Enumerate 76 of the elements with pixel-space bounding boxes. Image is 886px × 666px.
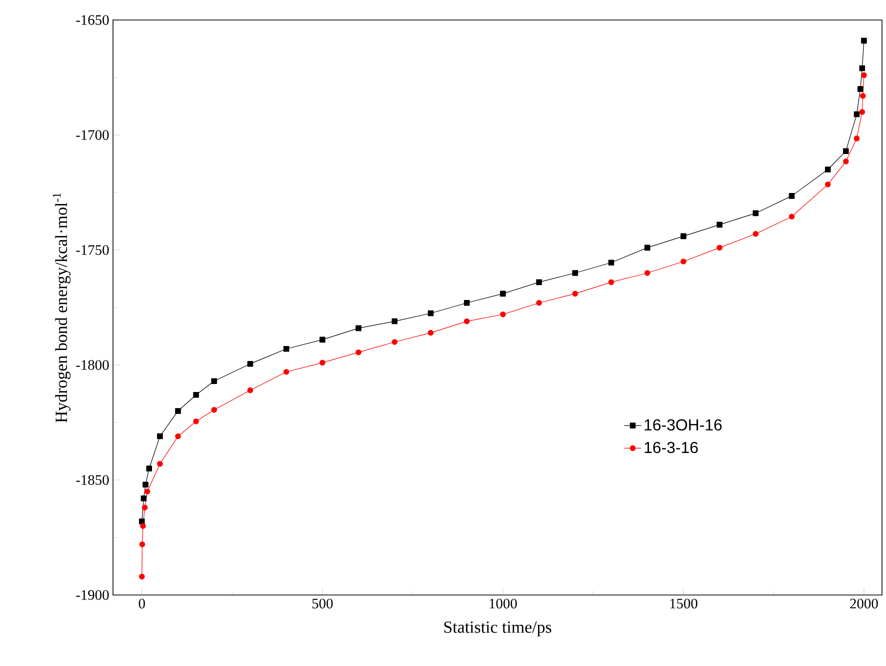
point (392, 318, 398, 324)
x-tick-label: 0 (138, 598, 145, 608)
point (320, 360, 326, 366)
point (861, 38, 867, 44)
point (752, 230, 759, 237)
point (283, 368, 290, 375)
point (247, 387, 254, 394)
point (140, 495, 147, 502)
x-tick-label: 1000 (490, 598, 517, 608)
point (247, 360, 254, 367)
y-tick-label: -1900 (76, 590, 109, 600)
point (857, 86, 864, 92)
y-tick-label: -1800 (76, 360, 109, 370)
point (157, 433, 163, 440)
point (428, 310, 434, 316)
point (572, 270, 578, 276)
y-tick-label: -1850 (76, 475, 109, 485)
point (175, 408, 181, 414)
point (356, 349, 362, 356)
point (680, 233, 686, 240)
point (392, 339, 398, 345)
point (860, 92, 866, 99)
point (193, 418, 199, 424)
point (139, 541, 146, 548)
point (211, 378, 217, 384)
point (139, 518, 145, 524)
point (859, 109, 866, 115)
point (859, 65, 866, 72)
legend-label: 16-3-16 (644, 442, 698, 454)
legend-label: 16-3OH-16 (644, 419, 722, 431)
point (464, 300, 470, 306)
point (320, 336, 326, 343)
point (854, 136, 860, 142)
point (680, 258, 686, 264)
point (283, 346, 290, 352)
point (139, 574, 145, 580)
x-tick-label: 2000 (850, 598, 878, 608)
point (211, 406, 217, 413)
y-axis-title: Hydrogen bond energy/kcal·mol$^{-1}$ (52, 193, 71, 423)
point (157, 460, 163, 467)
point (142, 482, 148, 488)
x-tick-label: 1500 (670, 598, 698, 608)
point (536, 300, 542, 306)
point (193, 392, 199, 398)
y-tick-label: -1750 (76, 245, 109, 255)
point (175, 433, 181, 440)
point (788, 193, 795, 199)
point (788, 214, 795, 220)
point (644, 270, 650, 276)
point (500, 290, 506, 297)
point (861, 72, 867, 78)
point (824, 166, 831, 172)
point (716, 222, 722, 228)
point (843, 158, 849, 164)
point (146, 466, 152, 472)
y-tick-label: -1650 (76, 15, 109, 25)
point (644, 244, 650, 251)
point (716, 244, 722, 251)
point (140, 523, 146, 529)
point (854, 111, 860, 118)
point (536, 279, 542, 286)
point (464, 318, 470, 324)
point (752, 210, 759, 216)
point (142, 504, 148, 510)
point (608, 279, 614, 286)
y-tick-label: -1700 (76, 130, 109, 140)
point (428, 330, 434, 336)
x-tick-label: 500 (312, 598, 333, 608)
point (824, 182, 831, 188)
point (500, 311, 506, 318)
point (572, 290, 578, 297)
point (144, 488, 150, 494)
x-axis-title: Statistic time/ps (444, 621, 552, 636)
point (608, 260, 614, 266)
point (843, 148, 849, 154)
point (356, 325, 362, 332)
